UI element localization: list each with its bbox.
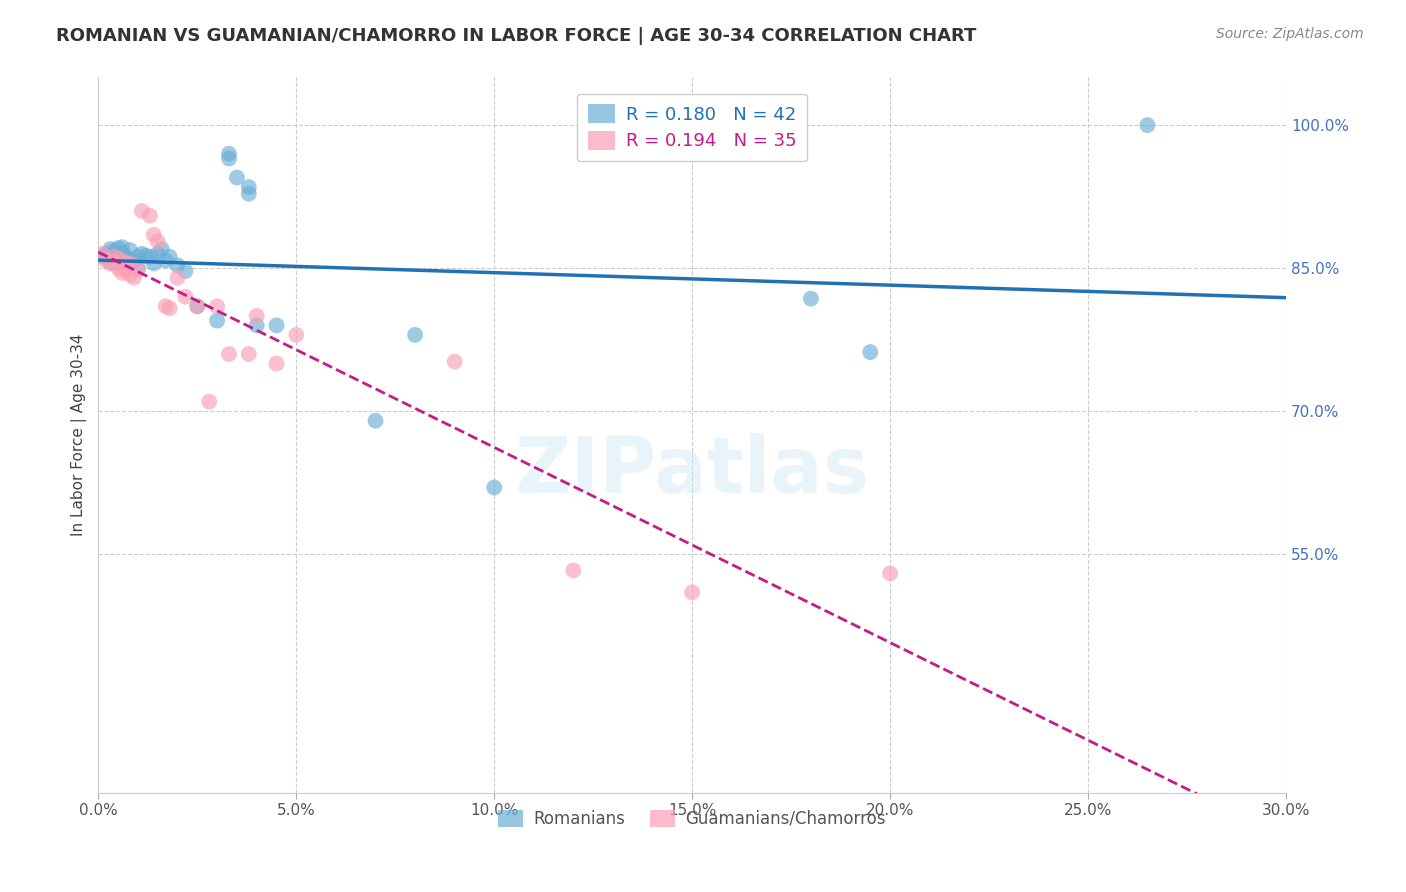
Point <box>118 256 141 270</box>
Point <box>98 253 121 268</box>
Point <box>111 266 134 280</box>
Point <box>118 268 141 282</box>
Point <box>186 299 208 313</box>
Point <box>115 252 138 266</box>
Point <box>150 242 173 256</box>
Point <box>484 481 506 495</box>
Point <box>111 240 134 254</box>
Point <box>218 152 240 166</box>
Point <box>96 247 118 261</box>
Point <box>443 354 465 368</box>
Point <box>186 299 208 313</box>
Point <box>131 247 153 261</box>
Point <box>107 252 129 266</box>
Point <box>139 250 162 264</box>
Point <box>103 256 125 270</box>
Y-axis label: In Labor Force | Age 30-34: In Labor Force | Age 30-34 <box>72 334 87 536</box>
Point <box>115 256 138 270</box>
Point <box>122 253 145 268</box>
Point <box>107 261 129 276</box>
Point <box>98 242 121 256</box>
Point <box>91 250 114 264</box>
Point <box>127 261 149 276</box>
Point <box>122 270 145 285</box>
Point <box>238 180 260 194</box>
Point <box>1136 118 1159 132</box>
Point <box>135 249 157 263</box>
Point <box>174 290 197 304</box>
Point <box>364 414 387 428</box>
Point <box>142 227 165 242</box>
Point <box>139 209 162 223</box>
Legend: Romanians, Guamanians/Chamorros: Romanians, Guamanians/Chamorros <box>492 803 893 834</box>
Point <box>404 327 426 342</box>
Point <box>681 585 703 599</box>
Point <box>107 241 129 255</box>
Point <box>91 247 114 261</box>
Point <box>103 250 125 264</box>
Point <box>127 250 149 264</box>
Point <box>155 299 177 313</box>
Point <box>118 256 141 270</box>
Point <box>166 258 188 272</box>
Point <box>238 347 260 361</box>
Point <box>166 270 188 285</box>
Point <box>146 235 169 249</box>
Point <box>205 299 228 313</box>
Point <box>800 292 823 306</box>
Point <box>118 243 141 257</box>
Point <box>218 146 240 161</box>
Point <box>96 253 118 268</box>
Point <box>879 566 901 581</box>
Point <box>225 170 247 185</box>
Point <box>218 347 240 361</box>
Point <box>159 301 181 316</box>
Point <box>131 203 153 218</box>
Point <box>115 263 138 277</box>
Point <box>174 264 197 278</box>
Point <box>142 256 165 270</box>
Text: ROMANIAN VS GUAMANIAN/CHAMORRO IN LABOR FORCE | AGE 30-34 CORRELATION CHART: ROMANIAN VS GUAMANIAN/CHAMORRO IN LABOR … <box>56 27 977 45</box>
Point <box>859 345 882 359</box>
Point <box>98 256 121 270</box>
Point <box>103 244 125 258</box>
Point <box>159 250 181 264</box>
Point <box>98 252 121 266</box>
Point <box>246 309 269 323</box>
Point <box>127 263 149 277</box>
Point <box>285 327 308 342</box>
Point <box>107 253 129 268</box>
Point <box>111 253 134 268</box>
Point <box>205 313 228 327</box>
Point <box>155 253 177 268</box>
Point <box>111 246 134 260</box>
Point <box>198 394 221 409</box>
Point <box>246 318 269 333</box>
Point <box>266 318 288 333</box>
Point <box>115 250 138 264</box>
Text: Source: ZipAtlas.com: Source: ZipAtlas.com <box>1216 27 1364 41</box>
Point <box>266 357 288 371</box>
Text: ZIPatlas: ZIPatlas <box>515 433 870 508</box>
Point <box>562 564 585 578</box>
Point <box>238 186 260 201</box>
Point <box>146 247 169 261</box>
